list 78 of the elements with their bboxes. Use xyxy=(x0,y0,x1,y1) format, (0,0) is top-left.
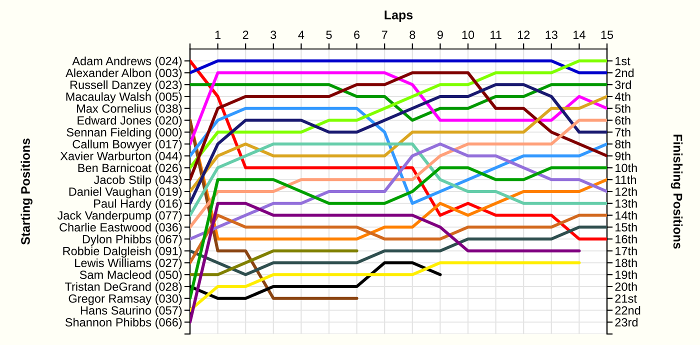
line-series xyxy=(190,83,607,122)
text: Jack Vanderpump (077) xyxy=(57,210,182,222)
text: Russell Danzey (023) xyxy=(70,80,182,92)
x-tick-label: 1 xyxy=(215,30,221,39)
x-tick-label: 7 xyxy=(382,30,388,39)
line-series xyxy=(190,214,607,264)
x-tick-label: 4 xyxy=(298,30,304,39)
line-series xyxy=(190,94,607,194)
y2-tick-label: 18th xyxy=(616,258,637,268)
line-series xyxy=(190,71,607,182)
y2-tick-label: 20th xyxy=(615,282,637,291)
x-tick-label: 9 xyxy=(437,30,443,40)
x-tick-label: 5 xyxy=(326,30,332,40)
line-series xyxy=(190,71,607,146)
y2-tick-label: 2nd xyxy=(615,68,634,78)
text: Daniel Vaughan (019) xyxy=(69,187,182,198)
y2-tick-label: 6th xyxy=(615,116,630,125)
text: Macaulay Walsh (005) xyxy=(66,92,182,104)
y2-tick-label: 12th xyxy=(616,187,637,196)
text: Paul Hardy (016) xyxy=(94,199,182,210)
line-series xyxy=(190,142,607,217)
y2-tick-label: 23rd xyxy=(615,318,638,327)
x-tick-label: 2 xyxy=(242,30,248,39)
y2-axis-title: Finishing Positions xyxy=(670,134,683,249)
x-axis-title: Laps xyxy=(384,10,413,22)
x-tick-label: 13 xyxy=(546,30,558,40)
line-series xyxy=(190,261,581,312)
y2-tick-label: 16th xyxy=(616,234,637,244)
text: Alexander Albon (003) xyxy=(66,68,182,80)
text: Xavier Warburton (044) xyxy=(60,152,182,163)
text: Sennan Fielding (000) xyxy=(66,128,182,139)
line-series xyxy=(190,166,607,300)
line-series xyxy=(190,106,607,205)
text: Adam Andrews (024) xyxy=(72,56,182,68)
y2-tick-label: 4th xyxy=(614,92,630,101)
y2-tick-label: 14th xyxy=(616,210,637,220)
y2-tick-label: 8th xyxy=(615,140,630,148)
x-tick-label: 14 xyxy=(574,30,586,39)
text: Hans Saurino (057) xyxy=(80,306,182,317)
y2-tick-label: 3rd xyxy=(615,80,631,90)
line-series xyxy=(190,142,607,241)
y2-tick-label: 15th xyxy=(616,222,637,232)
text: Lewis Williams (027) xyxy=(75,258,182,270)
x-tick-label: 3 xyxy=(270,30,276,40)
x-tick-label: 15 xyxy=(601,30,614,40)
text: Jacob Stilp (043) xyxy=(94,175,182,186)
y2-tick-label: 13th xyxy=(616,199,637,208)
text: Dylon Phibbs (067) xyxy=(82,234,182,246)
y2-tick-label: 17th xyxy=(616,246,637,256)
x-tick-label: 10 xyxy=(462,30,474,40)
y2-tick-label: 9th xyxy=(615,152,630,160)
text: Sam Macleod (050) xyxy=(80,270,182,282)
line-series xyxy=(190,59,607,170)
line-series xyxy=(190,226,607,276)
line-series xyxy=(190,83,607,205)
y2-tick-label: 10th xyxy=(616,163,637,172)
text: Charlie Eastwood (036) xyxy=(60,222,182,234)
text: Tristan DeGrand (028) xyxy=(64,282,182,294)
y2-tick-label: 5th xyxy=(615,104,630,113)
text: Robbie Dalgleish (091) xyxy=(63,246,182,258)
text: Edward Jones (020) xyxy=(78,116,182,127)
x-tick-label: 8 xyxy=(410,30,416,40)
text: Max Cornelius (038) xyxy=(77,104,182,116)
y2-tick-label: 1st xyxy=(616,57,630,66)
y2-tick-label: 22nd xyxy=(615,306,640,315)
text: Callum Bowyer (017) xyxy=(72,140,182,151)
x-tick-label: 11 xyxy=(490,30,502,39)
text: Ben Barnicoat (026) xyxy=(78,163,182,174)
y2-tick-label: 7th xyxy=(615,128,630,136)
y2-tick-label: 21st xyxy=(615,294,637,303)
text: Shannon Phibbs (066) xyxy=(65,318,182,329)
text: Starting Positions xyxy=(20,138,32,245)
x-tick-label: 12 xyxy=(518,30,530,39)
y2-tick-label: 11th xyxy=(616,175,636,184)
x-tick-label: 6 xyxy=(354,30,360,40)
text: Gregor Ramsay (030) xyxy=(68,294,182,306)
line-series xyxy=(190,202,581,324)
y2-tick-label: 19th xyxy=(616,270,637,280)
